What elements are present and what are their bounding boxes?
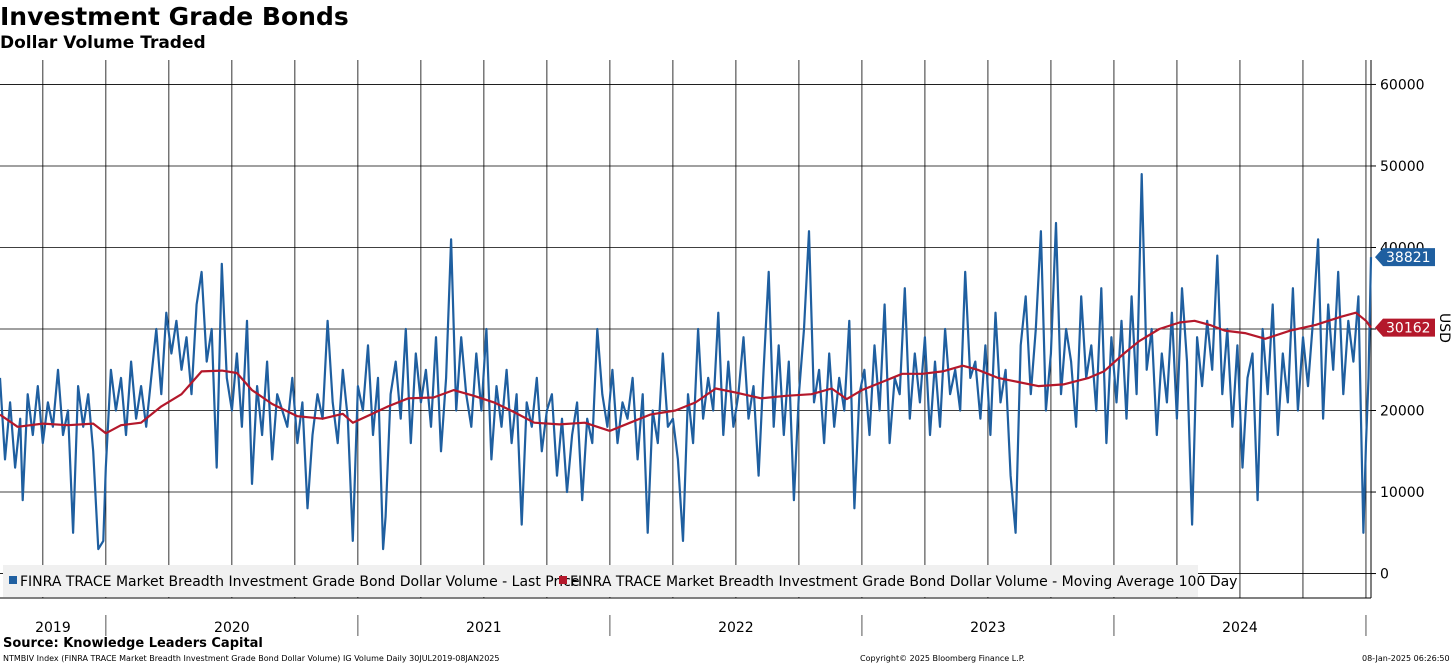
last-price-badge-value: 38821	[1386, 250, 1431, 266]
y-tick-label: 0	[1380, 567, 1389, 583]
series-line-moving-average	[0, 311, 1372, 435]
moving-average-badge-value: 30162	[1386, 321, 1431, 337]
x-year-label: 2022	[718, 620, 754, 636]
series-line-last-price	[0, 173, 1373, 551]
legend-red-swatch	[559, 576, 567, 584]
ticker-info: NTMBIV Index (FINRA TRACE Market Breadth…	[3, 654, 500, 663]
moving-average-badge: 30162	[1375, 318, 1435, 337]
chart-subtitle: Dollar Volume Traded	[0, 33, 206, 53]
legend-red-label: FINRA TRACE Market Breadth Investment Gr…	[570, 574, 1237, 590]
series-layer	[0, 173, 1373, 551]
y-tick-label: 20000	[1380, 404, 1425, 420]
x-year-label: 2019	[35, 620, 71, 636]
chart-title: Investment Grade Bonds	[0, 2, 349, 31]
legend-blue-swatch	[9, 576, 17, 584]
x-year-label: 2023	[970, 620, 1006, 636]
y-tick-label: 60000	[1380, 77, 1425, 93]
source-note: Source: Knowledge Leaders Capital	[3, 636, 263, 651]
x-year-label: 2020	[214, 620, 250, 636]
timestamp: 08-Jan-2025 06:26:50	[1362, 654, 1450, 663]
legend-blue-label: FINRA TRACE Market Breadth Investment Gr…	[20, 574, 579, 590]
last-price-badge: 38821	[1375, 248, 1435, 267]
x-year-label: 2024	[1222, 620, 1258, 636]
legend: FINRA TRACE Market Breadth Investment Gr…	[3, 565, 1237, 597]
y-tick-label: 50000	[1380, 159, 1425, 175]
copyright: Copyright© 2025 Bloomberg Finance L.P.	[860, 654, 1025, 663]
x-axis: 2019 2020 2021 2022 2023 2024	[0, 597, 1371, 636]
y-tick-label: 10000	[1380, 485, 1425, 501]
y-axis-label: USD	[1436, 313, 1452, 343]
x-year-label: 2021	[466, 620, 502, 636]
